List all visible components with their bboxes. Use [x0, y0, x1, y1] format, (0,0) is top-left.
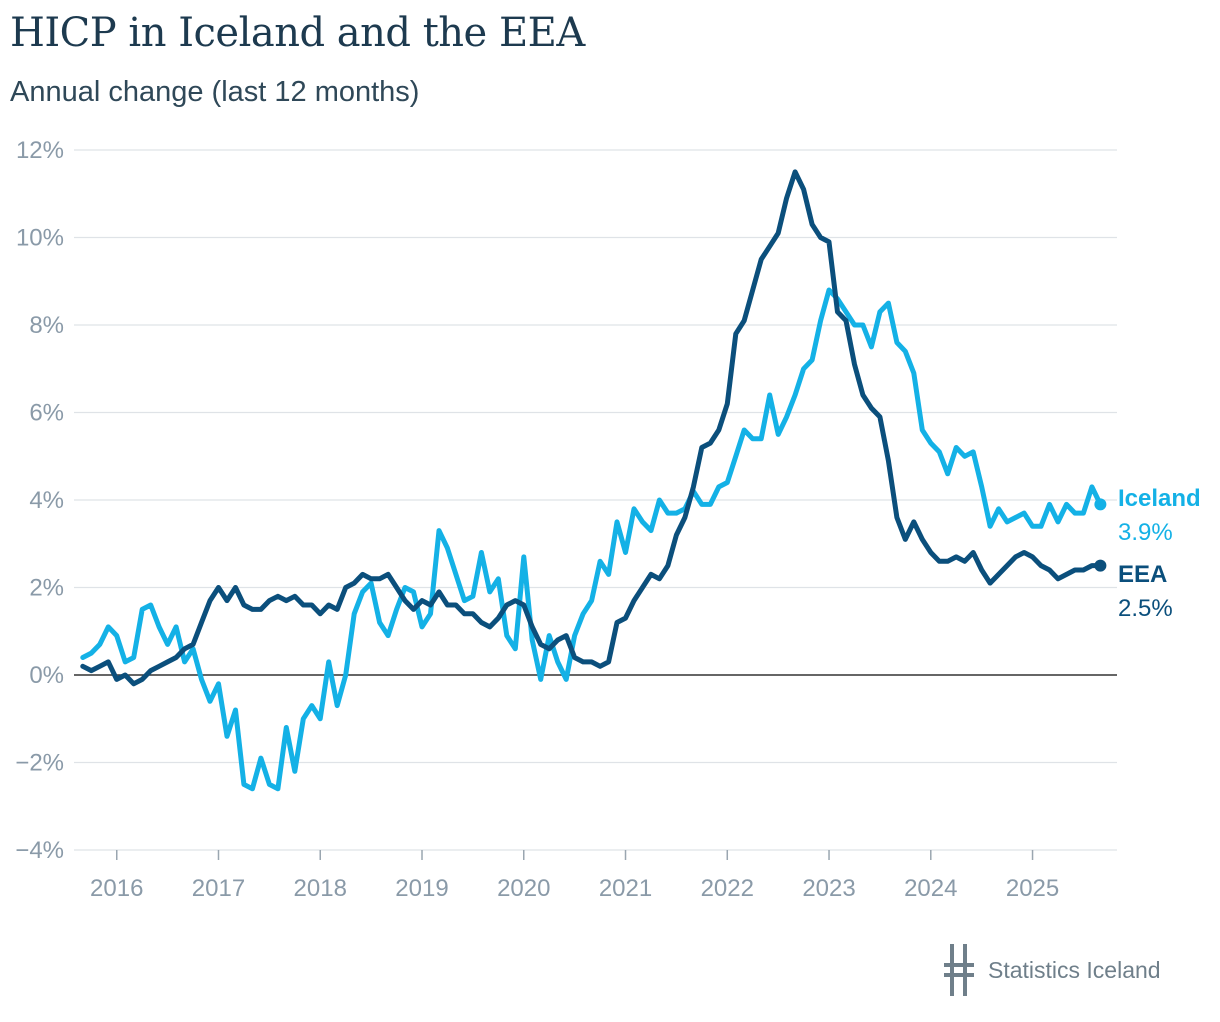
- series: [80, 169, 1107, 792]
- statistics-iceland-brand: Statistics Iceland: [988, 956, 1161, 983]
- y-tick-label: 10%: [16, 225, 64, 252]
- y-tick-label: 2%: [29, 575, 64, 602]
- y-tick-label: 4%: [29, 487, 64, 514]
- series-label-eea: EEA: [1118, 561, 1167, 588]
- y-axis: 12% 10% 8% 6% 4% 2% 0% −2% −4%: [15, 137, 64, 864]
- y-tick-label: 0%: [29, 662, 64, 689]
- x-tick-label: 2020: [497, 875, 550, 902]
- y-tick-label: −4%: [15, 837, 64, 864]
- x-tick-label: 2023: [802, 875, 855, 902]
- series-endpoint-eea: [1094, 559, 1107, 572]
- grid-lines: [74, 149, 1117, 851]
- end-labels: Iceland 3.9% EEA 2.5%: [1118, 485, 1201, 622]
- statistics-iceland-logo: Statistics Iceland: [944, 944, 1161, 996]
- x-tick-label: 2019: [395, 875, 448, 902]
- x-tick-label: 2024: [904, 875, 957, 902]
- series-label-iceland: Iceland: [1118, 485, 1201, 512]
- series-value-iceland: 3.9%: [1118, 519, 1173, 546]
- statistics-iceland-logo-icon: [944, 944, 974, 996]
- y-tick-label: 8%: [29, 312, 64, 339]
- series-value-eea: 2.5%: [1118, 595, 1173, 622]
- x-axis: 2016 2017 2018 2019 2020 2021 2022 2023 2024 2025: [90, 850, 1059, 902]
- chart-subtitle: Annual change (last 12 months): [10, 76, 420, 108]
- series-line-eea: [80, 169, 1103, 687]
- chart-title: HICP in Iceland and the EEA: [10, 10, 585, 56]
- x-tick-label: 2017: [192, 875, 245, 902]
- x-tick-label: 2025: [1006, 875, 1059, 902]
- y-tick-label: 12%: [16, 137, 64, 164]
- y-tick-label: 6%: [29, 400, 64, 427]
- x-tick-label: 2022: [701, 875, 754, 902]
- y-tick-label: −2%: [15, 750, 64, 777]
- x-tick-label: 2016: [90, 875, 143, 902]
- x-tick-label: 2018: [294, 875, 347, 902]
- x-tick-label: 2021: [599, 875, 652, 902]
- series-line-iceland: [80, 287, 1103, 792]
- series-endpoint-iceland: [1094, 498, 1107, 511]
